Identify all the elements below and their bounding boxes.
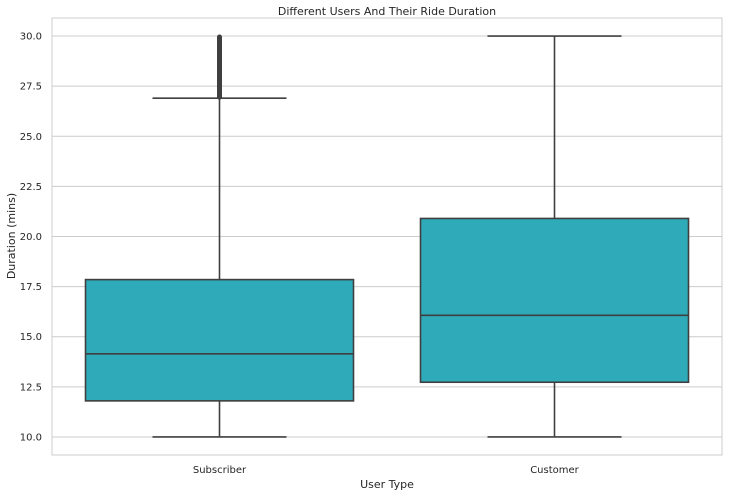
box-iqr <box>84 278 355 402</box>
y-tick-label: 27.5 <box>20 82 42 93</box>
chart-title: Different Users And Their Ride Duration <box>278 5 496 18</box>
tick-labels: 10.0 12.5 15.0 17.5 20.0 22.5 25.0 27.5 30.0 Subs… <box>20 32 580 476</box>
x-axis-label: User Type <box>360 478 414 491</box>
y-tick-label: 30.0 <box>20 32 42 43</box>
y-tick-label: 22.5 <box>20 182 42 193</box>
y-tick-label: 25.0 <box>20 132 42 143</box>
x-tick-label: Customer <box>530 465 579 476</box>
y-tick-label: 10.0 <box>20 432 42 443</box>
y-tick-label: 17.5 <box>20 282 42 293</box>
y-tick-label: 20.0 <box>20 232 42 243</box>
y-axis-label: Duration (mins) <box>5 193 18 279</box>
outlier-points <box>217 34 222 100</box>
boxes <box>84 34 690 438</box>
box-iqr <box>419 217 690 384</box>
x-tick-label: Subscriber <box>193 465 247 476</box>
plot-frame <box>51 17 723 456</box>
y-tick-label: 12.5 <box>20 382 42 393</box>
y-tick-label: 15.0 <box>20 332 42 343</box>
